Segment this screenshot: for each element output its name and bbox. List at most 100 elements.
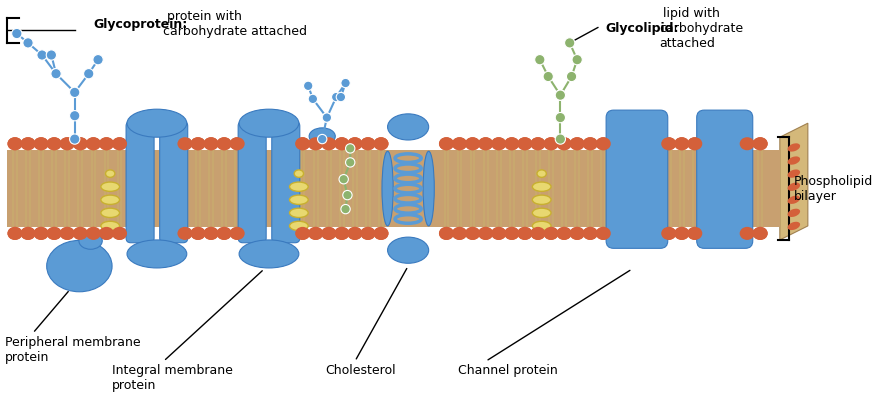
Ellipse shape	[675, 227, 690, 240]
Ellipse shape	[452, 227, 467, 240]
Ellipse shape	[347, 137, 362, 150]
Circle shape	[556, 134, 565, 144]
FancyBboxPatch shape	[696, 110, 752, 248]
Ellipse shape	[191, 137, 206, 150]
Ellipse shape	[517, 227, 532, 240]
Ellipse shape	[290, 208, 308, 218]
Ellipse shape	[570, 137, 584, 150]
FancyBboxPatch shape	[160, 121, 188, 243]
Ellipse shape	[688, 227, 703, 240]
Ellipse shape	[374, 137, 388, 150]
Ellipse shape	[308, 137, 323, 150]
Ellipse shape	[230, 137, 245, 150]
Ellipse shape	[60, 137, 74, 150]
Ellipse shape	[321, 137, 336, 150]
Ellipse shape	[112, 227, 127, 240]
Ellipse shape	[788, 156, 800, 165]
Ellipse shape	[517, 137, 532, 150]
Ellipse shape	[530, 227, 545, 240]
Circle shape	[566, 71, 577, 82]
Ellipse shape	[688, 227, 703, 240]
Ellipse shape	[556, 137, 571, 150]
FancyBboxPatch shape	[606, 110, 668, 248]
Ellipse shape	[752, 137, 767, 150]
Ellipse shape	[382, 151, 393, 226]
Ellipse shape	[504, 137, 519, 150]
Ellipse shape	[583, 227, 598, 240]
Ellipse shape	[532, 221, 551, 230]
Ellipse shape	[73, 227, 88, 240]
Circle shape	[70, 134, 80, 144]
Circle shape	[556, 90, 565, 100]
Ellipse shape	[99, 227, 114, 240]
Ellipse shape	[570, 137, 584, 150]
Ellipse shape	[112, 137, 127, 150]
Circle shape	[304, 81, 313, 90]
Ellipse shape	[388, 114, 429, 140]
Circle shape	[46, 50, 57, 60]
Ellipse shape	[556, 137, 571, 150]
Ellipse shape	[239, 109, 299, 137]
Ellipse shape	[20, 227, 36, 240]
Ellipse shape	[112, 137, 127, 150]
Ellipse shape	[543, 137, 558, 150]
Ellipse shape	[596, 137, 611, 150]
Circle shape	[308, 94, 318, 104]
Circle shape	[564, 38, 575, 48]
Ellipse shape	[530, 137, 545, 150]
Circle shape	[318, 134, 327, 144]
Ellipse shape	[217, 137, 232, 150]
Ellipse shape	[596, 227, 611, 240]
Ellipse shape	[308, 137, 323, 150]
Ellipse shape	[46, 240, 112, 292]
Ellipse shape	[439, 137, 454, 150]
Ellipse shape	[556, 227, 571, 240]
Ellipse shape	[388, 237, 429, 263]
Text: protein with
carbohydrate attached: protein with carbohydrate attached	[163, 10, 306, 38]
Ellipse shape	[204, 137, 219, 150]
Ellipse shape	[752, 227, 767, 240]
Ellipse shape	[8, 137, 23, 150]
Ellipse shape	[675, 137, 690, 150]
Ellipse shape	[424, 151, 434, 226]
Ellipse shape	[788, 209, 800, 217]
Ellipse shape	[217, 137, 232, 150]
Ellipse shape	[230, 227, 245, 240]
Ellipse shape	[217, 227, 232, 240]
Ellipse shape	[688, 137, 703, 150]
Ellipse shape	[662, 137, 676, 150]
Ellipse shape	[99, 227, 114, 240]
Ellipse shape	[530, 227, 545, 240]
Ellipse shape	[178, 227, 192, 240]
Circle shape	[93, 54, 103, 65]
Ellipse shape	[752, 137, 767, 150]
Text: Phospholipid
bilayer: Phospholipid bilayer	[794, 174, 873, 202]
Ellipse shape	[334, 137, 349, 150]
Ellipse shape	[583, 137, 598, 150]
Ellipse shape	[491, 137, 507, 150]
Ellipse shape	[478, 137, 494, 150]
Circle shape	[341, 204, 350, 214]
Circle shape	[535, 54, 545, 65]
Circle shape	[84, 68, 94, 79]
Ellipse shape	[230, 227, 245, 240]
Ellipse shape	[466, 137, 480, 150]
Ellipse shape	[739, 137, 754, 150]
Ellipse shape	[543, 227, 558, 240]
Ellipse shape	[543, 227, 558, 240]
Circle shape	[70, 87, 80, 98]
Ellipse shape	[106, 170, 115, 177]
Ellipse shape	[46, 137, 61, 150]
Ellipse shape	[662, 227, 676, 240]
Ellipse shape	[752, 227, 767, 240]
Ellipse shape	[60, 227, 74, 240]
Ellipse shape	[374, 137, 388, 150]
Ellipse shape	[347, 227, 362, 240]
Ellipse shape	[290, 221, 308, 230]
Text: lipid with
carbohydrate
attached: lipid with carbohydrate attached	[660, 7, 744, 50]
Circle shape	[543, 71, 553, 82]
Ellipse shape	[290, 182, 308, 191]
Ellipse shape	[504, 137, 519, 150]
Ellipse shape	[788, 222, 800, 230]
Ellipse shape	[570, 227, 584, 240]
